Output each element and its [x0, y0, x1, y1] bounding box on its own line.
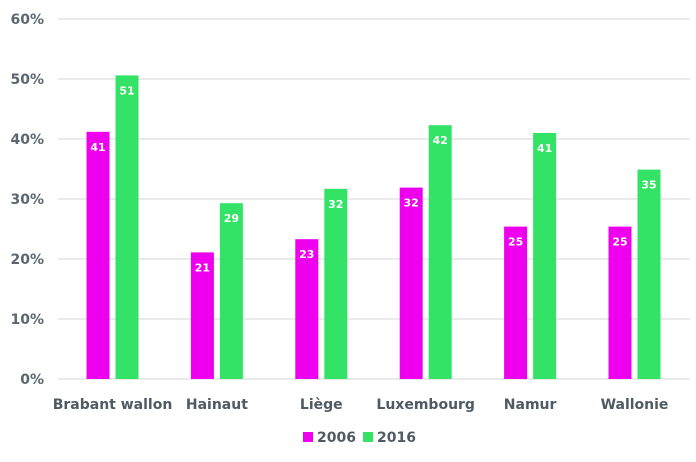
data-label: 21	[195, 261, 210, 274]
legend-label: 2006	[317, 430, 356, 446]
data-label: 35	[641, 179, 656, 192]
data-label: 25	[612, 236, 627, 249]
category-label: Namur	[504, 397, 557, 413]
data-label: 42	[433, 134, 448, 147]
gridlines	[58, 18, 690, 380]
data-label: 25	[508, 236, 523, 249]
bar-2016	[115, 75, 139, 380]
category-label: Luxembourg	[376, 397, 475, 413]
bar-2016	[219, 203, 243, 379]
bar-2006	[295, 239, 319, 379]
legend-swatch-2016	[363, 432, 373, 442]
bar-2016	[324, 188, 348, 379]
legend-swatch-2006	[303, 432, 313, 442]
data-label: 23	[299, 248, 314, 261]
category-label: Hainaut	[186, 397, 248, 413]
bar-2016	[637, 169, 661, 379]
y-axis-ticks: 0% 10% 20% 30% 40% 50% 60%	[10, 12, 44, 388]
data-labels: 41 51 21 29 23 32 32 42 25 41 25 35	[90, 84, 656, 274]
data-label: 29	[224, 212, 239, 225]
y-tick-label: 30%	[10, 192, 44, 208]
data-label: 41	[90, 141, 105, 154]
bar-2006	[608, 226, 632, 379]
bar-2006	[399, 187, 423, 379]
data-label: 32	[404, 197, 419, 210]
bar-2006	[504, 226, 528, 379]
y-tick-label: 40%	[10, 132, 44, 148]
category-label: Brabant wallon	[53, 397, 173, 413]
y-tick-label: 60%	[10, 12, 44, 28]
y-tick-label: 10%	[10, 312, 44, 328]
bar-2016	[533, 133, 557, 379]
bar-2006	[86, 131, 110, 379]
legend-label: 2016	[377, 430, 416, 446]
y-tick-label: 50%	[10, 72, 44, 88]
bar-2006	[190, 252, 214, 379]
bars	[86, 75, 661, 380]
data-label: 51	[119, 84, 134, 97]
y-tick-label: 20%	[10, 252, 44, 268]
category-label: Liège	[300, 397, 343, 413]
category-label: Wallonie	[601, 397, 669, 413]
data-label: 41	[537, 142, 552, 155]
category-labels: Brabant wallon Hainaut Liège Luxembourg Namu…	[53, 397, 669, 413]
legend: 2006 2016	[303, 430, 416, 446]
y-tick-label: 0%	[20, 372, 44, 388]
data-label: 32	[328, 198, 343, 211]
bar-2016	[428, 125, 452, 379]
